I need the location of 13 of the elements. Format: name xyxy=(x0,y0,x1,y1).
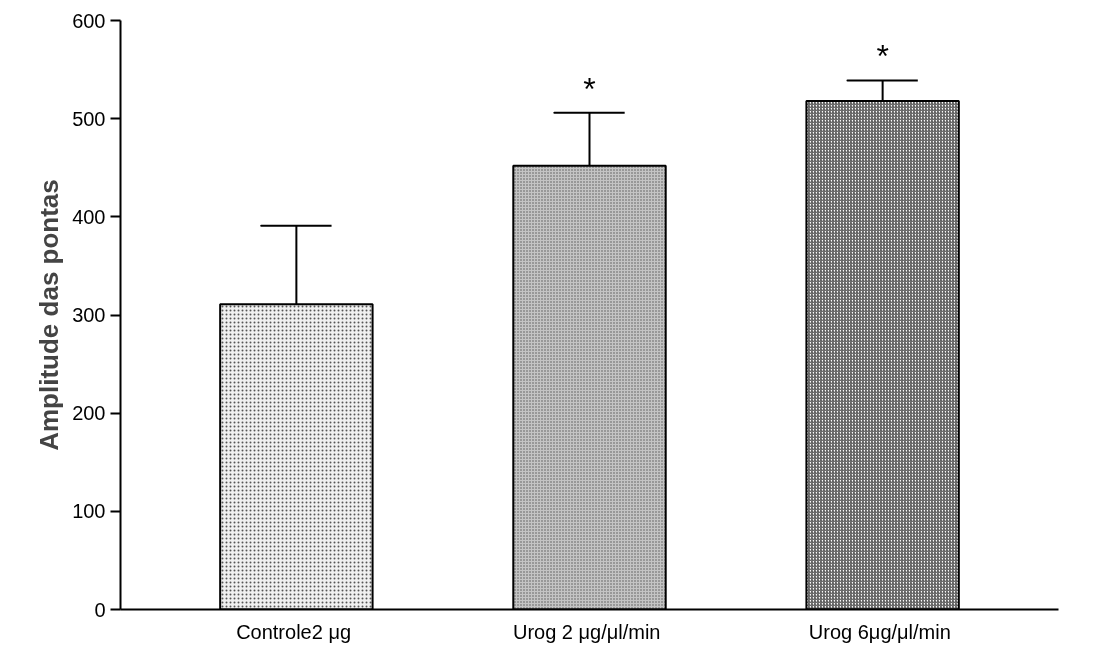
annotation: * xyxy=(876,38,889,75)
y-tick-label: 500 xyxy=(72,107,106,130)
y-tick-label: 600 xyxy=(72,9,106,32)
x-tick-label: Urog 2 μg/μl/min xyxy=(512,620,661,643)
y-tick-label: 100 xyxy=(72,500,106,523)
y-tick-label: 200 xyxy=(72,402,106,425)
y-axis-title: Amplitude das pontas xyxy=(34,179,65,451)
x-tick-label: Controle2 μg xyxy=(236,620,352,643)
x-tick-label: Urog 6μg/μl/min xyxy=(808,620,951,643)
y-tick-label: 0 xyxy=(94,598,106,621)
y-tick-label: 300 xyxy=(72,304,106,326)
annotation: * xyxy=(583,70,596,107)
y-tick-label: 400 xyxy=(72,205,106,228)
